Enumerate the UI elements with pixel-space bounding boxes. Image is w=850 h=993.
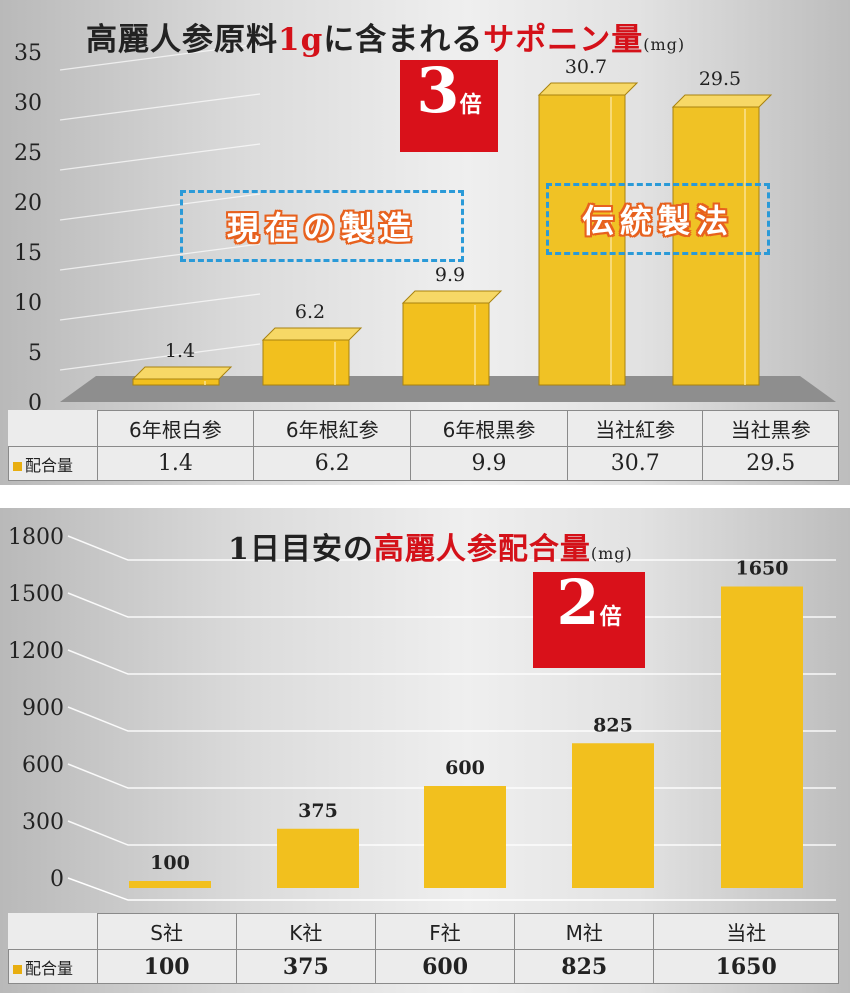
legend-label: 配合量 [25,455,74,475]
table-corner [8,913,98,950]
bar [424,786,506,888]
y-tick-label: 1800 [8,525,64,550]
value-cell: 9.9 [410,446,568,481]
grid-line [59,93,261,121]
y-tick-label: 15 [14,241,42,266]
bar-top-face [671,94,773,108]
callout-traditional-method: 伝統製法 [546,183,770,255]
category-label: 6年根白参 [96,410,255,447]
bar [262,339,350,386]
category-label: S社 [96,913,237,950]
category-label: K社 [235,913,376,950]
y-tick-label: 35 [14,41,42,66]
grid-line [67,706,836,732]
y-tick-label: 300 [22,810,64,835]
y-tick-label: 1500 [8,582,64,607]
grid-line [59,343,261,371]
saponin-chart-panel: 0 5 10 15 20 25 30 35 1.4 6.2 9.9 30.7 29.5 高麗人参原料1g… [0,0,850,485]
chart2-title: 1日目安の高麗人参配合量(mg) [228,532,633,567]
bar [402,302,490,386]
bar [721,586,803,888]
value-cell: 1.4 [96,446,255,481]
category-label: 当社黒参 [702,410,839,447]
grid-line [67,592,836,618]
chart1-title: 高麗人参原料1gに含まれるサポニン量(mg) [86,22,686,58]
category-label: 当社 [653,913,839,950]
chart-floor [60,376,836,402]
chart2-data-table: S社 K社 F社 M社 当社 配合量 100 375 600 825 1650 [8,913,839,984]
y-tick-label: 1200 [8,639,64,664]
baseline [67,877,836,901]
table-row: 配合量 1.4 6.2 9.9 30.7 29.5 [8,446,839,481]
bar-value-label: 1650 [736,558,789,580]
ginseng-dose-chart: 0 300 600 900 1200 1500 1800 100 375 600 825 1650 [8,525,836,901]
legend-swatch [13,461,22,471]
grid-line [59,293,261,321]
value-cell: 6.2 [253,446,412,481]
table-corner [8,410,98,447]
bar-value-label: 825 [593,714,633,736]
value-cell: 30.7 [566,446,704,481]
legend-cell: 配合量 [8,446,98,481]
category-label: M社 [514,913,655,950]
bar-value-label: 600 [445,757,485,779]
legend-label: 配合量 [25,958,74,978]
y-tick-label: 900 [22,696,64,721]
bar-value-label: 30.7 [565,56,607,78]
saponin-chart: 0 5 10 15 20 25 30 35 1.4 6.2 9.9 30.7 29.5 [14,41,836,416]
bar-value-label: 9.9 [435,264,465,286]
grid-line [67,649,836,675]
bar [132,378,220,386]
bar-value-label: 375 [298,800,338,822]
value-cell: 100 [96,949,237,984]
value-cell: 600 [374,949,516,984]
bar [572,743,654,888]
y-tick-label: 0 [28,391,42,416]
grid-line [59,193,261,221]
chart1-data-table: 6年根白参 6年根紅参 6年根黒参 当社紅参 当社黒参 配合量 1.4 6.2 … [8,410,839,481]
callout-current-method: 現在の製造 [180,190,464,262]
bar [277,828,359,888]
bar-top-face [261,327,363,341]
bar-top-face [401,290,503,304]
value-cell: 375 [235,949,376,984]
bar-value-label: 6.2 [295,301,325,323]
bar-value-label: 29.5 [699,68,741,90]
category-label: F社 [374,913,516,950]
value-cell: 1650 [653,949,839,984]
grid-line [59,143,261,171]
legend-swatch [13,964,22,974]
grid-line [59,243,261,271]
y-tick-label: 10 [14,291,42,316]
ginseng-dose-chart-panel: 0 300 600 900 1200 1500 1800 100 375 600 825 1650 1… [0,508,850,993]
table-row: 配合量 100 375 600 825 1650 [8,949,839,984]
legend-cell: 配合量 [8,949,98,984]
category-label: 6年根黒参 [410,410,568,447]
y-tick-label: 20 [14,191,42,216]
table-row: S社 K社 F社 M社 当社 [8,913,839,950]
y-tick-label: 30 [14,91,42,116]
bar-value-label: 100 [150,852,190,874]
grid-line [59,43,261,71]
y-tick-label: 0 [50,867,64,892]
y-tick-label: 600 [22,753,64,778]
bar-top-face [537,82,639,96]
bar-value-label: 1.4 [165,340,195,362]
y-tick-label: 5 [28,341,42,366]
bar [129,881,211,888]
table-row: 6年根白参 6年根紅参 6年根黒参 当社紅参 当社黒参 [8,410,839,447]
category-label: 6年根紅参 [253,410,412,447]
grid-line [67,535,836,561]
value-cell: 29.5 [702,446,839,481]
value-cell: 825 [514,949,655,984]
category-label: 当社紅参 [566,410,704,447]
y-tick-label: 25 [14,141,42,166]
bar-top-face [131,366,233,380]
